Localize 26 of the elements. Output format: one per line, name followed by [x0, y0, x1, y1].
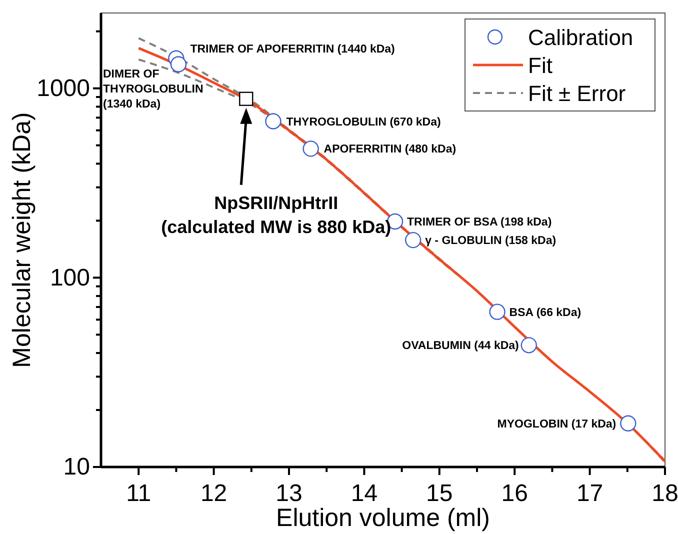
annotation: NpSRII/NpHtrII (calculated MW is 880 kDa)	[161, 192, 392, 237]
annotation: THYROGLOBULIN (670 kDa)	[286, 116, 442, 128]
annotation: APOFERRITIN (480 kDa)	[324, 144, 456, 156]
x-tick-label: 11	[126, 480, 152, 507]
annotation: DIMER OF THYROGLOBULIN (1340 kDa)	[103, 68, 204, 110]
x-tick-label: 17	[576, 480, 604, 507]
legend-label: Fit ± Error	[528, 81, 626, 106]
x-tick-label: 15	[426, 480, 453, 507]
x-axis-title: Elution volume (ml)	[276, 504, 490, 532]
y-tick-label: 1000	[36, 75, 90, 102]
y-tick-label: 100	[50, 264, 90, 292]
annotation: γ - GLOBULIN (158 kDa)	[425, 235, 556, 248]
x-tick-label: 18	[652, 480, 678, 507]
x-tick-label: 12	[200, 480, 228, 507]
annotation: BSA (66 kDa)	[509, 306, 582, 319]
annotation: TRIMER OF BSA (198 kDa)	[407, 216, 552, 229]
x-tick-label: 14	[350, 480, 378, 507]
y-tick-label: 10	[63, 454, 90, 481]
annotation: MYOGLOBIN (17 kDa)	[497, 418, 616, 430]
y-axis-title: Molecular weight (kDa)	[8, 112, 36, 368]
legend-label: Calibration	[528, 25, 634, 50]
x-tick-label: 13	[276, 480, 302, 507]
annotation: OVALBUMIN (44 kDa)	[402, 340, 520, 352]
annotation: TRIMER OF APOFERRITIN (1440 kDa)	[190, 43, 396, 56]
legend-label: Fit	[528, 53, 552, 78]
x-tick-label: 16	[501, 480, 528, 507]
